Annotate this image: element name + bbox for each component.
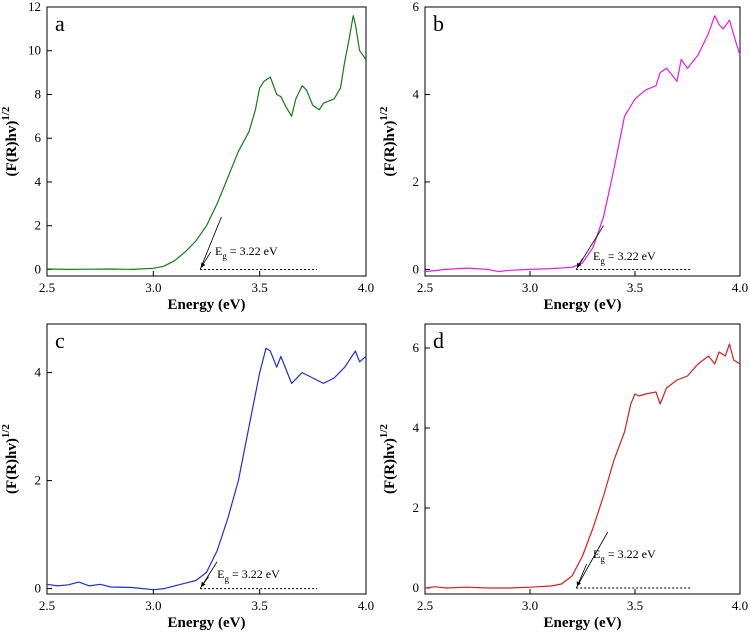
tangent-line [575, 531, 609, 589]
y-axis-label: (F(R)hv)1/2 [378, 424, 398, 494]
x-tick-label: 2.5 [417, 280, 433, 295]
y-tick-label: 0 [413, 580, 420, 595]
x-axis-label: Energy (eV) [168, 297, 246, 313]
eg-arrow [200, 251, 212, 268]
x-tick-label: 3.5 [627, 598, 643, 613]
y-tick-label: 4 [35, 365, 42, 380]
eg-annotation-value: = 3.22 eV [605, 249, 656, 263]
x-tick-label: 3.0 [145, 280, 161, 295]
y-axis-label: (F(R)hv)1/2 [378, 106, 398, 176]
eg-arrow [576, 563, 588, 587]
eg-annotation: Eg = 3.22 eV [593, 547, 656, 564]
eg-annotation-value: = 3.22 eV [227, 244, 278, 258]
eg-arrow [576, 258, 583, 268]
y-axis-label-superscript: 1/2 [0, 106, 12, 121]
y-axis-label: (F(R)hv)1/2 [0, 106, 20, 176]
y-axis-label-superscript: 1/2 [378, 424, 390, 439]
eg-annotation: Eg = 3.22 eV [593, 249, 656, 266]
y-axis-label-base: (F(R)hv) [4, 121, 20, 177]
y-axis-label-base: (F(R)hv) [382, 438, 398, 494]
y-tick-label: 0 [35, 261, 42, 276]
eg-annotation-value: = 3.22 eV [605, 547, 656, 561]
y-tick-label: 8 [35, 86, 42, 101]
x-axis-label: Energy (eV) [168, 615, 246, 631]
y-axis-label-superscript: 1/2 [378, 106, 390, 121]
y-tick-label: 12 [28, 0, 41, 14]
eg-annotation-sub: g [600, 554, 605, 564]
panel-c: 2.5 3.0 3.5 4.0 0 2 4 Energy (eV) (F(R)hv)1/2 c Eg… [0, 323, 374, 631]
eg-arrow [200, 576, 209, 587]
panel-a: 2.5 3.0 3.5 4.0 0 2 4 6 8 10 12 Energy (eV) (F(R)hv)… [0, 0, 374, 313]
x-tick-label: 3.5 [627, 280, 643, 295]
y-tick-label: 2 [413, 500, 420, 515]
panel-letter: a [55, 11, 65, 36]
eg-annotation-base: E [593, 547, 600, 561]
panel-letter: b [433, 11, 444, 36]
x-tick-label: 2.5 [39, 598, 55, 613]
eg-annotation-base: E [217, 567, 224, 581]
x-tick-label: 2.5 [39, 280, 55, 295]
y-tick-label: 6 [413, 340, 420, 355]
x-tick-label: 4.0 [732, 598, 748, 613]
plot-frame [424, 323, 741, 595]
panel-d: 2.5 3.0 3.5 4.0 0 2 4 6 Energy (eV) (F(R)hv)1/2 d E… [378, 323, 748, 631]
x-tick-label: 4.0 [358, 598, 374, 613]
data-line [46, 15, 367, 270]
x-tick-label: 3.0 [145, 598, 161, 613]
eg-annotation-sub: g [222, 251, 227, 261]
panel-letter: c [55, 328, 65, 353]
y-axis-label-base: (F(R)hv) [4, 438, 20, 494]
y-tick-label: 2 [35, 473, 42, 488]
plot-frame [46, 6, 367, 277]
y-tick-label: 0 [413, 261, 420, 276]
x-tick-label: 4.0 [732, 280, 748, 295]
y-tick-label: 2 [413, 174, 420, 189]
eg-annotation-base: E [215, 244, 222, 258]
eg-annotation: Eg = 3.22 eV [215, 244, 278, 261]
y-tick-label: 6 [413, 0, 420, 14]
y-tick-label: 10 [28, 43, 41, 58]
y-tick-label: 4 [413, 420, 420, 435]
eg-annotation: Eg = 3.22 eV [217, 567, 280, 584]
x-axis-label: Energy (eV) [544, 615, 622, 631]
x-axis-label: Energy (eV) [544, 297, 622, 313]
data-line [46, 347, 367, 591]
x-tick-label: 3.5 [252, 598, 268, 613]
data-line [424, 343, 741, 589]
eg-annotation-value: = 3.22 eV [229, 567, 280, 581]
y-axis-label-superscript: 1/2 [0, 424, 12, 439]
x-tick-label: 2.5 [417, 598, 433, 613]
panel-b: 2.5 3.0 3.5 4.0 0 2 4 6 Energy (eV) (F(R)hv)1/2 b E… [378, 0, 748, 313]
y-axis-label: (F(R)hv)1/2 [0, 424, 20, 494]
panel-letter: d [433, 328, 444, 353]
y-tick-label: 0 [35, 581, 42, 596]
y-tick-label: 6 [35, 130, 42, 145]
y-tick-label: 2 [35, 218, 42, 233]
tangent-line [199, 216, 222, 270]
y-tick-label: 4 [35, 174, 42, 189]
data-line [424, 15, 741, 273]
x-tick-label: 3.0 [522, 598, 538, 613]
eg-annotation-base: E [593, 249, 600, 263]
x-tick-label: 3.0 [522, 280, 538, 295]
plot-frame [424, 6, 741, 277]
eg-annotation-sub: g [600, 256, 605, 266]
y-tick-label: 4 [413, 86, 420, 101]
plot-frame [46, 323, 367, 595]
eg-annotation-sub: g [224, 574, 229, 584]
y-axis-label-base: (F(R)hv) [382, 121, 398, 177]
x-tick-label: 3.5 [252, 280, 268, 295]
x-tick-label: 4.0 [358, 280, 374, 295]
